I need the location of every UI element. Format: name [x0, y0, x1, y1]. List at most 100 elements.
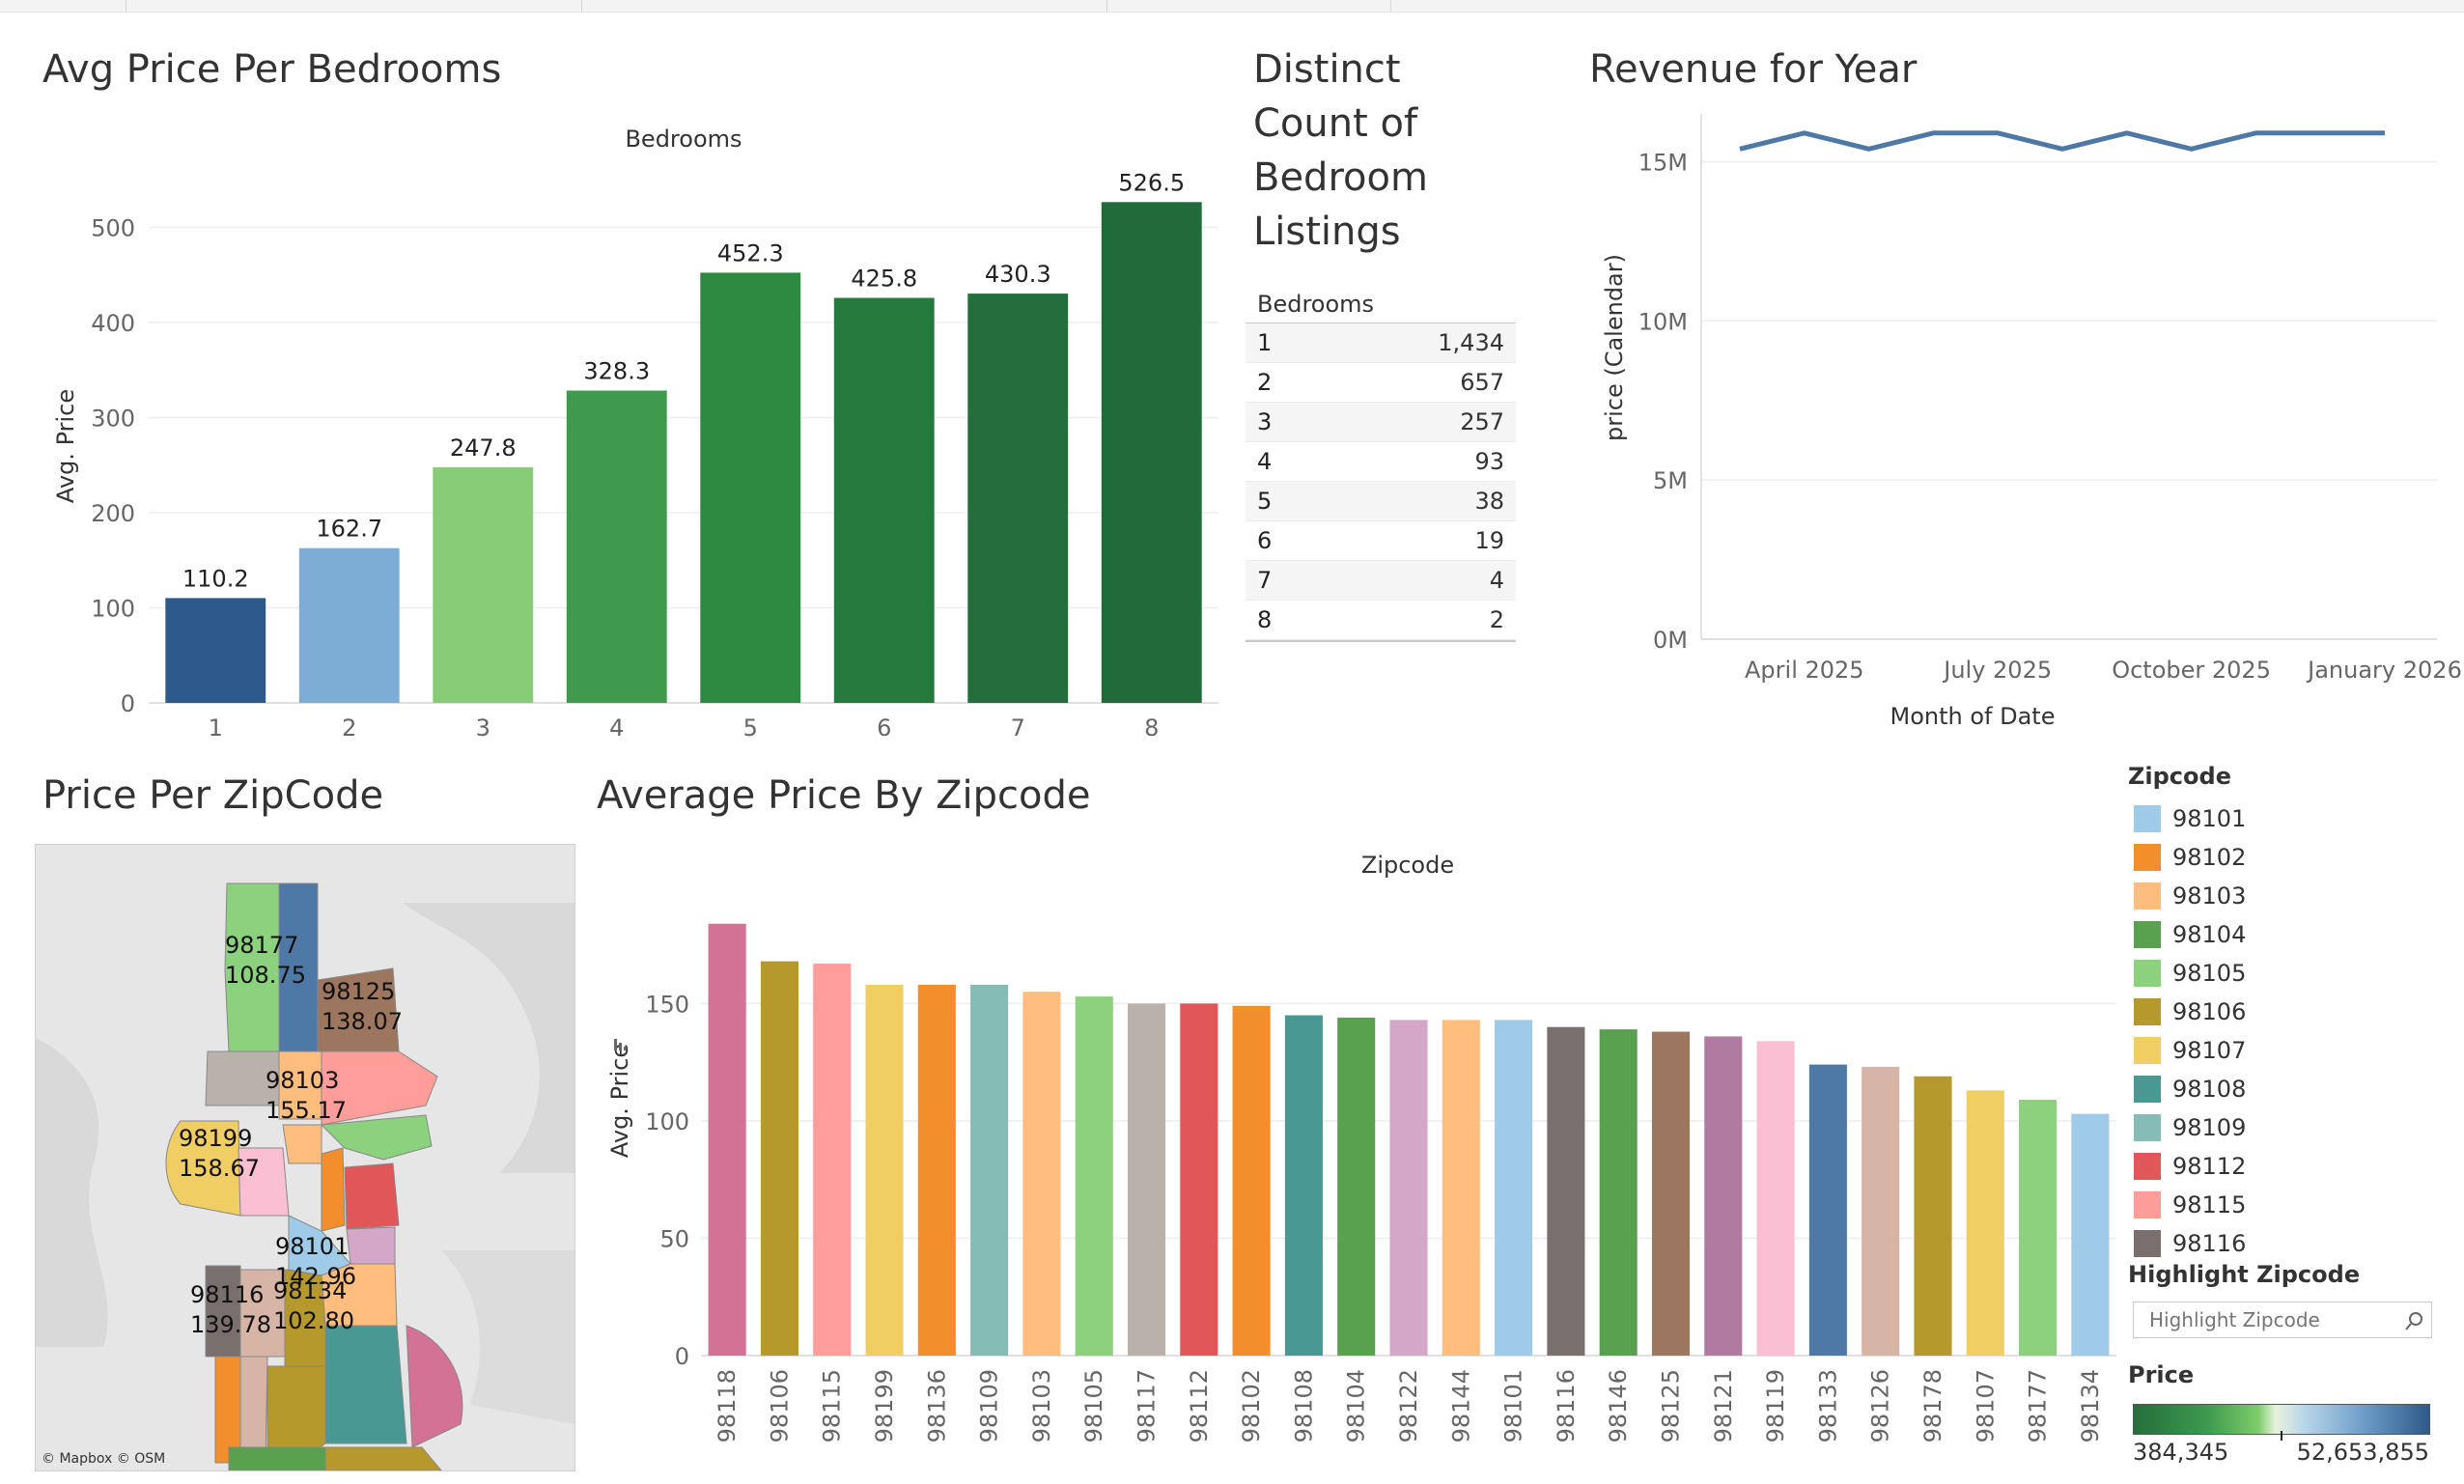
bar-zip-98108[interactable] — [1284, 1015, 1323, 1356]
x-tick-label: 98177 — [2025, 1369, 2052, 1442]
legend-item[interactable]: 98109 — [2128, 1108, 2447, 1147]
bar-zip-98122[interactable] — [1389, 1020, 1428, 1356]
bar-bedrooms-2[interactable] — [298, 547, 400, 703]
highlight-zipcode-input[interactable] — [2133, 1302, 2432, 1338]
legend-item[interactable]: 98105 — [2128, 954, 2447, 993]
x-tick-label: 98126 — [1867, 1369, 1894, 1442]
bar-zip-98117[interactable] — [1127, 1003, 1166, 1356]
sort-icon[interactable] — [614, 1039, 627, 1050]
bar-zip-98125[interactable] — [1651, 1031, 1691, 1356]
price-legend-title: Price — [2128, 1361, 2195, 1388]
legend-label: 98103 — [2172, 882, 2247, 910]
row-count: 1,434 — [1438, 329, 1504, 356]
revenue-line-chart: 0M 5M 10M 15M April 2025 July 2025 October 202… — [1601, 114, 2462, 730]
legend-item[interactable]: 98104 — [2128, 915, 2447, 954]
legend-label: 98105 — [2172, 960, 2247, 987]
bar-zip-98177[interactable] — [2019, 1100, 2058, 1356]
zipcode-map[interactable]: 98177 108.75 98125 138.07 98103 155.17 98199 15… — [35, 844, 575, 1471]
price-ramp-marker — [2281, 1431, 2282, 1441]
table-row[interactable]: 4 93 — [1246, 442, 1516, 482]
table-row[interactable]: 6 19 — [1246, 521, 1516, 561]
x-tick-label: 98121 — [1710, 1369, 1737, 1442]
distinct-title-line-2: Count of — [1253, 101, 1418, 146]
y-tick-label: 0 — [675, 1343, 689, 1370]
y-axis-title: price (Calendar) — [1601, 254, 1628, 441]
x-tick-label: April 2025 — [1745, 657, 1864, 684]
legend-item[interactable]: 98116 — [2128, 1224, 2447, 1263]
legend-item[interactable]: 98103 — [2128, 877, 2447, 915]
bar-value-label: 162.7 — [316, 516, 382, 543]
legend-item[interactable]: 98102 — [2128, 838, 2447, 877]
bar-value-label: 110.2 — [182, 565, 249, 592]
bar-bedrooms-8[interactable] — [1101, 202, 1202, 704]
bedrooms-chart-title: Avg Price Per Bedrooms — [42, 47, 502, 92]
x-axis-title: Month of Date — [1890, 703, 2056, 730]
bar-zip-98199[interactable] — [865, 984, 904, 1356]
row-bedrooms: 3 — [1257, 408, 1273, 435]
bedrooms-bar-chart: 0 100 200 300 400 500 Bedrooms Avg. Price 110.2 1… — [52, 126, 1218, 742]
legend-item[interactable]: 98107 — [2128, 1031, 2447, 1070]
legend-label: 98112 — [2172, 1153, 2247, 1180]
y-tick-label: 100 — [91, 595, 135, 622]
bar-zip-98105[interactable] — [1075, 996, 1113, 1356]
bar-zip-98101[interactable] — [1495, 1020, 1533, 1356]
bar-bedrooms-6[interactable] — [833, 297, 935, 703]
bar-zip-98144[interactable] — [1442, 1020, 1480, 1356]
bar-zip-98136[interactable] — [917, 984, 956, 1356]
map-zip-label: 98134 — [273, 1277, 347, 1304]
bar-zip-98106[interactable] — [760, 961, 798, 1356]
bar-zip-98119[interactable] — [1756, 1041, 1795, 1356]
legend-list[interactable]: 98101 98102 98103 98104 98105 98106 98107 98108… — [2128, 799, 2447, 1271]
legend-item[interactable]: 98106 — [2128, 993, 2447, 1031]
bar-zip-98103[interactable] — [1022, 992, 1061, 1356]
bar-zip-98102[interactable] — [1232, 1005, 1271, 1356]
y-axis-title: Avg. Price — [52, 389, 79, 503]
x-tick-label: 98112 — [1186, 1369, 1213, 1442]
bar-zip-98118[interactable] — [708, 923, 746, 1356]
bar-zip-98178[interactable] — [1914, 1076, 1952, 1356]
bar-zip-98112[interactable] — [1180, 1003, 1218, 1356]
bar-zip-98126[interactable] — [1862, 1067, 1900, 1356]
legend-item[interactable]: 98108 — [2128, 1070, 2447, 1108]
bar-zip-98134[interactable] — [2071, 1113, 2110, 1356]
legend-item[interactable]: 98112 — [2128, 1147, 2447, 1186]
bar-zip-98133[interactable] — [1808, 1064, 1847, 1356]
bar-zip-98107[interactable] — [1966, 1090, 2004, 1356]
row-count: 38 — [1474, 488, 1504, 515]
row-bedrooms: 7 — [1257, 567, 1273, 594]
bar-bedrooms-5[interactable] — [700, 272, 801, 703]
legend-swatch — [2134, 998, 2161, 1025]
table-row[interactable]: 3 257 — [1246, 403, 1516, 442]
y-tick-label: 300 — [91, 405, 135, 432]
bar-bedrooms-1[interactable] — [165, 598, 266, 703]
bar-zip-98104[interactable] — [1337, 1017, 1376, 1356]
x-tick-label: 98115 — [819, 1369, 846, 1442]
bar-zip-98116[interactable] — [1547, 1026, 1585, 1356]
price-color-ramp — [2133, 1404, 2430, 1435]
table-row[interactable]: 2 657 — [1246, 363, 1516, 403]
y-tick-label: 500 — [91, 214, 135, 241]
bar-zip-98109[interactable] — [970, 984, 1009, 1356]
legend-item[interactable]: 98101 — [2128, 799, 2447, 838]
x-tick-label: 98109 — [976, 1369, 1003, 1442]
x-axis-title: Bedrooms — [625, 126, 742, 153]
bar-zip-98121[interactable] — [1704, 1036, 1743, 1356]
legend-swatch — [2134, 1076, 2161, 1103]
revenue-series-line[interactable] — [1739, 130, 2385, 152]
search-icon[interactable] — [2404, 1310, 2425, 1331]
bedroom-count-table: Bedrooms 1 1,434 2 657 3 257 4 93 5 38 6 19 7 4 8 2 — [1246, 286, 1516, 642]
table-row[interactable]: 5 38 — [1246, 482, 1516, 521]
x-tick-label: October 2025 — [2112, 657, 2271, 684]
map-zip-label: 98125 — [322, 978, 395, 1005]
bar-zip-98146[interactable] — [1599, 1029, 1638, 1356]
bar-bedrooms-4[interactable] — [566, 390, 667, 703]
x-tick-label: 1 — [209, 714, 223, 742]
bar-zip-98115[interactable] — [813, 964, 852, 1356]
table-row[interactable]: 1 1,434 — [1246, 323, 1516, 363]
x-tick-label: July 2025 — [1942, 657, 2052, 684]
bar-bedrooms-3[interactable] — [433, 466, 534, 703]
legend-item[interactable]: 98115 — [2128, 1186, 2447, 1224]
bar-bedrooms-7[interactable] — [967, 294, 1069, 703]
